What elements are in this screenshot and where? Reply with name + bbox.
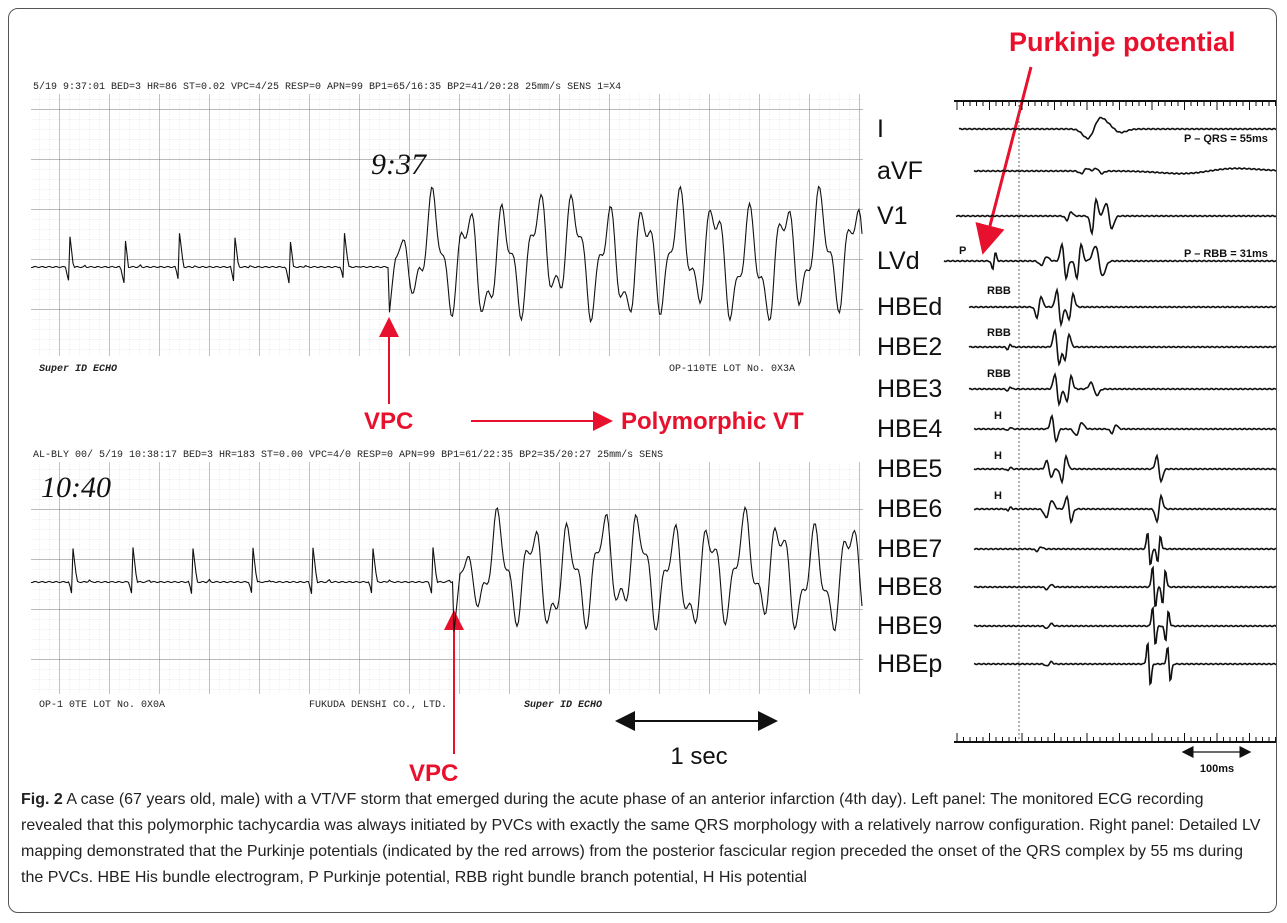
lead-trace (973, 413, 1276, 444)
lead-label: I (877, 115, 884, 143)
ecg-trace (30, 185, 863, 324)
scale-label: 1 sec (670, 743, 727, 770)
strip-footer: OP-1 0TE LOT No. 0X0A (39, 700, 165, 711)
lead-label: HBE2 (877, 333, 942, 361)
annotation: P – RBB = 31ms (1184, 248, 1268, 260)
arrow (975, 66, 1033, 255)
lead-label: HBE6 (877, 495, 942, 523)
lead-label: HBE4 (877, 415, 942, 443)
lead-label: HBE5 (877, 455, 942, 483)
lead-label: HBEp (877, 650, 942, 678)
lead-label: HBE3 (877, 375, 942, 403)
lead-label: V1 (877, 202, 908, 230)
polymorphic-vt-label: Polymorphic VT (621, 408, 804, 435)
caption-text: A case (67 years old, male) with a VT/VF… (21, 791, 1261, 886)
strip-header: AL-BLY 00/ 5/19 10:38:17 BED=3 HR=183 ST… (33, 449, 663, 461)
lead-trace (973, 493, 1276, 525)
caption-label: Fig. 2 (21, 791, 63, 808)
vpc-label: VPC (364, 408, 413, 435)
lead-trace (973, 167, 1276, 175)
lead-trace (968, 372, 1276, 407)
annotation: P – QRS = 55ms (1184, 133, 1268, 145)
strip-footer: Super ID ECHO (39, 364, 117, 375)
lead-trace (973, 532, 1276, 566)
lead-trace (968, 287, 1276, 328)
annotation: H (994, 410, 1002, 422)
vpc-label: VPC (409, 760, 458, 787)
ecg-grid (31, 94, 863, 356)
ecg-trace (30, 505, 863, 632)
lead-trace (973, 641, 1276, 686)
panel-title: Purkinje potential (1009, 27, 1236, 57)
annotation: H (994, 490, 1002, 502)
strip-header: 5/19 9:37:01 BED=3 HR=86 ST=0.02 VPC=4/2… (33, 81, 621, 93)
strip-footer: OP-110TE LOT No. 0X3A (669, 364, 795, 375)
lead-label: HBE9 (877, 612, 942, 640)
lead-trace (973, 453, 1276, 485)
annotation: RBB (987, 285, 1011, 297)
lead-trace (958, 116, 1276, 140)
lead-trace (968, 328, 1276, 367)
annotation: P (959, 245, 966, 257)
lead-label: HBE7 (877, 535, 942, 563)
annotation: RBB (987, 368, 1011, 380)
strip-footer: Super ID ECHO (524, 700, 602, 711)
caption: Fig. 2 A case (67 years old, male) with … (21, 787, 1266, 891)
handwritten-time: 9:37 (371, 148, 428, 181)
annotation: H (994, 450, 1002, 462)
lead-label: HBEd (877, 293, 942, 321)
lead-label: aVF (877, 157, 923, 185)
strip-footer: FUKUDA DENSHI CO., LTD. (309, 700, 447, 711)
lead-trace (973, 565, 1276, 608)
annotation: RBB (987, 327, 1011, 339)
lead-trace (955, 196, 1276, 237)
lead-trace (973, 605, 1276, 645)
handwritten-time: 10:40 (41, 471, 111, 504)
ecg-grid (31, 462, 863, 694)
lead-trace (943, 241, 1276, 282)
figure: 5/19 9:37:01 BED=3 HR=86 ST=0.02 VPC=4/2… (30, 27, 1276, 787)
figure-frame: 5/19 9:37:01 BED=3 HR=86 ST=0.02 VPC=4/2… (8, 8, 1277, 913)
lead-label: LVd (877, 247, 920, 275)
scale-label: 100ms (1200, 763, 1234, 775)
lead-label: HBE8 (877, 573, 942, 601)
